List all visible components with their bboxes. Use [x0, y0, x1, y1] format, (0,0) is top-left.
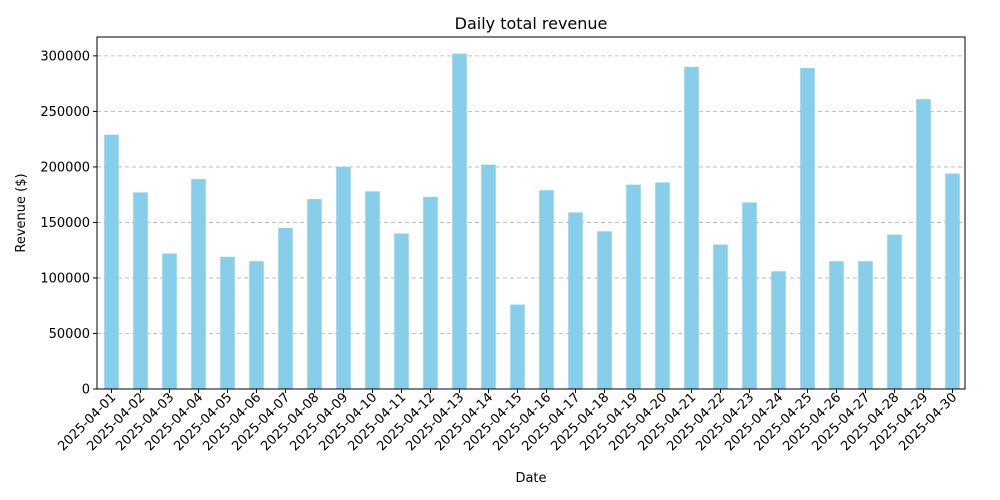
bars — [104, 53, 960, 389]
bar-2025-04-11 — [394, 233, 409, 389]
bar-2025-04-20 — [655, 182, 670, 389]
bar-2025-04-15 — [510, 304, 525, 389]
bar-2025-04-09 — [336, 166, 351, 389]
bar-2025-04-30 — [945, 173, 960, 389]
bar-2025-04-12 — [423, 196, 438, 389]
bar-2025-04-26 — [829, 261, 844, 389]
y-tick-label: 300000 — [40, 49, 90, 64]
y-tick-label: 250000 — [40, 105, 90, 120]
bar-2025-04-27 — [858, 261, 873, 389]
bar-2025-04-08 — [307, 199, 322, 389]
bar-2025-04-13 — [452, 53, 467, 389]
bar-2025-04-23 — [742, 202, 757, 389]
bar-2025-04-05 — [220, 256, 235, 389]
bar-2025-04-29 — [916, 99, 931, 389]
bar-2025-04-02 — [133, 192, 148, 389]
bar-2025-04-22 — [713, 244, 728, 389]
gridlines — [97, 55, 965, 390]
chart-title: Daily total revenue — [455, 14, 608, 33]
x-axis: 2025-04-012025-04-022025-04-032025-04-04… — [55, 389, 960, 454]
y-tick-label: 100000 — [40, 271, 90, 286]
y-tick-label: 200000 — [40, 160, 90, 175]
y-tick-label: 50000 — [49, 327, 90, 342]
y-tick-label: 0 — [82, 383, 90, 398]
bar-2025-04-24 — [771, 271, 786, 389]
bar-2025-04-17 — [568, 212, 583, 389]
x-axis-label: Date — [515, 471, 546, 486]
plot-frame — [96, 36, 966, 390]
bar-2025-04-04 — [191, 179, 206, 389]
bar-2025-04-03 — [162, 253, 177, 389]
bar-2025-04-16 — [539, 190, 554, 389]
y-tick-label: 150000 — [40, 216, 90, 231]
y-axis: 0 50000 100000 150000 200000 250000 300000 — [40, 49, 97, 398]
bar-2025-04-07 — [278, 227, 293, 389]
bar-2025-04-21 — [684, 66, 699, 389]
bar-2025-04-25 — [800, 68, 815, 389]
bar-2025-04-19 — [626, 184, 641, 389]
bar-2025-04-10 — [365, 191, 380, 389]
y-axis-label: Revenue ($) — [14, 173, 29, 252]
bar-2025-04-01 — [104, 134, 119, 389]
bar-2025-04-18 — [597, 231, 612, 389]
bar-2025-04-28 — [887, 234, 902, 389]
bar-2025-04-14 — [481, 164, 496, 389]
bar-2025-04-06 — [249, 261, 264, 389]
